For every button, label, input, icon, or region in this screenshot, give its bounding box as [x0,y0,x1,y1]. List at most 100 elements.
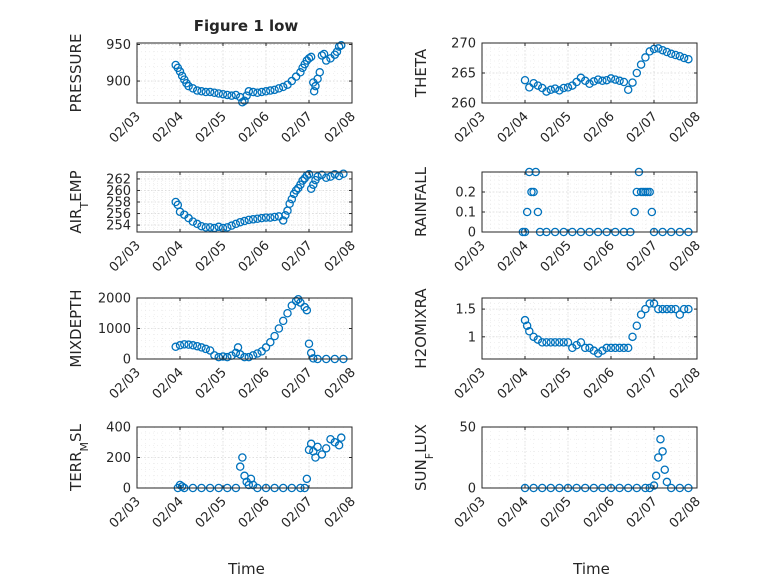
y-axis-label: PRESSURE [67,34,85,113]
y-axis-label: THETA [412,48,430,98]
data-point [210,88,219,98]
data-point [321,173,331,183]
data-point [658,447,667,456]
x-tick-label: 02/08 [322,238,359,275]
data-point [632,68,642,78]
x-tick-label: 02/04 [495,238,532,275]
data-point [197,87,206,96]
data-point [201,87,211,97]
data-point [628,78,637,87]
data-point [662,47,672,57]
data-point [632,321,642,330]
data-point [266,86,275,95]
data-point [529,332,538,342]
data-point [296,298,305,307]
data-point [550,338,560,347]
data-point [201,344,211,354]
x-tick-label: 02/04 [150,238,187,275]
data-point [235,350,245,359]
x-tick-label: 02/07 [624,109,661,146]
data-point [598,346,607,355]
data-point [619,77,629,87]
data-point [244,352,254,362]
data-point [278,316,288,326]
data-point [306,52,316,62]
y-axis-label: SUNFLUX [412,424,436,491]
x-tick-label: 02/05 [538,109,575,146]
data-point [257,87,266,97]
data-point [623,85,633,95]
data-point [641,304,650,314]
data-point [589,346,599,355]
data-point [630,207,639,217]
data-point [244,215,254,225]
data-point [298,176,307,185]
data-point [568,343,577,353]
x-tick-label: 02/04 [495,109,532,146]
y-tick-label: 0 [468,482,476,497]
x-tick-label: 02/05 [538,238,575,275]
y-tick-label: 262 [106,172,131,187]
data-point [270,331,279,341]
data-point [546,338,556,347]
data-point [559,83,568,93]
data-point [177,482,187,491]
data-point [321,444,331,453]
x-tick-label: 02/03 [452,109,489,146]
data-point [231,219,241,229]
data-point [248,215,258,224]
data-point [309,180,318,189]
y-axis-label: H2OMIXRA [412,288,430,369]
x-tick-label: 02/08 [322,365,359,402]
data-point [593,75,603,84]
data-point [205,87,215,97]
data-point [656,434,665,444]
data-point [641,53,650,62]
x-tick-label: 02/07 [279,365,316,402]
data-point [238,453,247,462]
data-point [332,47,342,57]
data-point [559,338,568,347]
x-tick-label: 02/06 [581,109,618,146]
data-point [188,84,198,93]
data-point [645,299,654,308]
data-point [291,296,301,306]
data-point [576,338,586,347]
data-point [304,339,314,348]
data-point [563,83,573,92]
data-point [330,170,340,179]
data-point [662,477,672,487]
y-tick-label: 400 [106,421,131,436]
data-point [623,343,633,353]
data-point [334,441,344,450]
data-point [555,338,564,347]
x-tick-label: 02/08 [322,494,359,531]
data-point [287,194,297,204]
data-point [223,90,232,100]
data-point [525,327,534,336]
data-point [522,321,532,330]
axes-mixdepth: 02/03 02/04 02/05 02/06 02/07 02/08 0 1000 2000 M… [67,289,359,402]
data-point [684,304,693,314]
data-point [235,462,245,471]
data-point [658,45,667,55]
data-point [671,304,680,314]
axes-sun_flux: 02/03 02/04 02/05 02/06 02/07 02/08 0 50 SUNFLUX… [412,421,704,579]
data-point [192,219,202,229]
data-point [227,221,236,230]
data-point [321,56,331,65]
data-point [525,83,534,92]
data-point [602,343,611,353]
data-point [533,81,543,90]
data-point [326,172,335,181]
x-tick-label: 02/03 [107,494,144,531]
axes-h2omixra: 02/03 02/04 02/05 02/06 02/07 02/08 1 1.5 H2OMIX… [412,288,704,403]
data-point [542,338,551,347]
data-point [253,349,262,358]
data-point [175,341,185,350]
data-point [287,76,297,86]
x-tick-label: 02/07 [624,494,661,531]
data-point [317,450,327,459]
data-point [606,74,616,83]
y-tick-label: 0 [123,353,131,368]
